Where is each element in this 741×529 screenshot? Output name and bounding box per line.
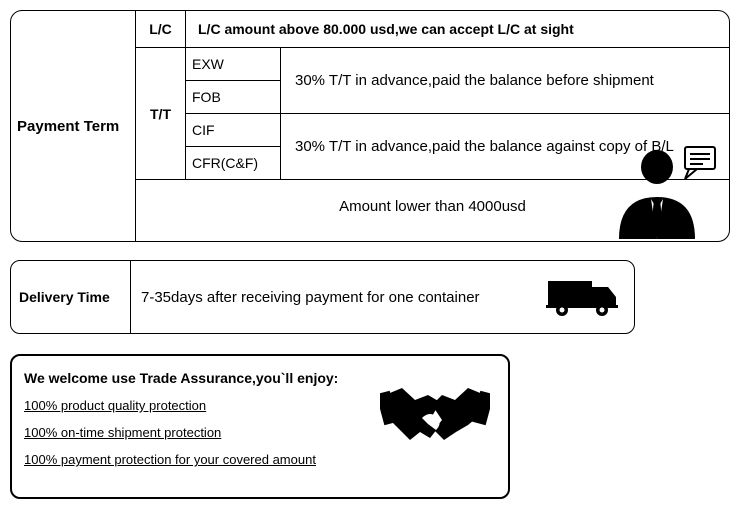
lc-method: L/C [136, 11, 186, 47]
trade-assurance-box: We welcome use Trade Assurance,you`ll en… [10, 354, 510, 499]
delivery-label: Delivery Time [11, 261, 131, 333]
delivery-desc-text: 7-35days after receiving payment for one… [141, 289, 480, 306]
tt-sub-exw: EXW [186, 48, 280, 81]
payment-term-table: Payment Term L/C L/C amount above 80.000… [10, 10, 730, 242]
businessman-icon [607, 139, 717, 239]
payment-term-label: Payment Term [11, 11, 136, 241]
tt-sub-fob: FOB [186, 81, 280, 114]
lc-row: L/C L/C amount above 80.000 usd,we can a… [136, 11, 729, 48]
tt-method: T/T [136, 48, 186, 179]
delivery-desc: 7-35days after receiving payment for one… [131, 261, 634, 333]
delivery-time-table: Delivery Time 7-35days after receiving p… [10, 260, 635, 334]
tt-sub-cif: CIF [186, 114, 280, 147]
tt-sub-cfr: CFR(C&F) [186, 147, 280, 179]
lc-desc: L/C amount above 80.000 usd,we can accep… [186, 11, 729, 47]
truck-icon [546, 275, 624, 319]
tt-desc-1: 30% T/T in advance,paid the balance befo… [281, 48, 729, 114]
handshake-icon [380, 370, 490, 465]
